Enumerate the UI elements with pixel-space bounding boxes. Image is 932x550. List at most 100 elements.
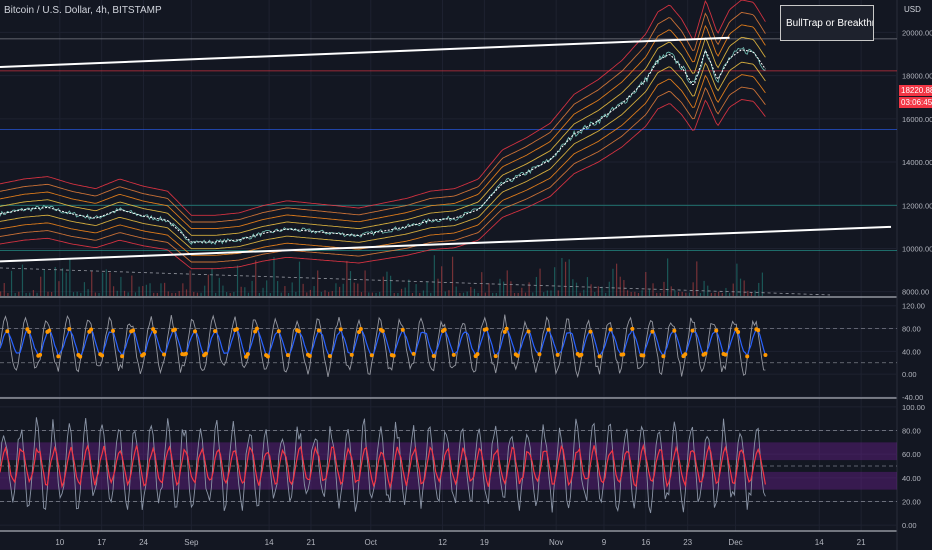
volume-bar	[127, 292, 129, 296]
x-tick-label: 16	[641, 538, 650, 547]
y-tick-label: 100.00	[902, 403, 925, 412]
volume-bar	[131, 275, 133, 296]
oscillator-marker	[597, 354, 602, 359]
volume-bar	[605, 292, 607, 296]
volume-bar	[91, 271, 93, 296]
volume-bar	[503, 281, 505, 296]
idea-title-box[interactable]: BullTrap or Breakthrough for Re	[780, 5, 874, 41]
volume-bar	[47, 291, 49, 296]
oscillator-marker	[475, 352, 480, 357]
rsi-panel[interactable]	[0, 417, 897, 514]
oscillator-panel[interactable]	[0, 314, 897, 379]
volume-bar	[386, 271, 388, 296]
currency-label[interactable]: USD	[904, 5, 921, 14]
oscillator-marker	[484, 327, 489, 332]
x-tick-label: 19	[480, 538, 489, 547]
volume-bar	[714, 292, 716, 296]
volume-bar	[240, 286, 242, 296]
volume-bar	[18, 291, 20, 296]
oscillator-marker	[285, 353, 290, 358]
volume-bar	[174, 292, 177, 296]
volume-bar	[10, 270, 13, 296]
volume-bar	[703, 280, 705, 296]
oscillator-marker	[338, 327, 343, 332]
oscillator-marker	[756, 328, 761, 333]
volume-bar	[495, 292, 497, 296]
volume-bar	[255, 260, 257, 296]
volume-bar	[426, 281, 428, 296]
volume-bar	[521, 287, 523, 296]
envelope-band	[0, 0, 766, 216]
y-tick-label: 120.00	[902, 302, 925, 311]
volume-bar	[648, 289, 651, 296]
oscillator-marker	[526, 329, 531, 334]
volume-bar	[404, 287, 406, 296]
volume-bar	[277, 281, 279, 296]
volume-bar	[298, 261, 301, 296]
volume-bar	[444, 291, 446, 296]
y-tick-label: 60.00	[902, 450, 921, 459]
volume-bar	[145, 284, 147, 296]
volume-bar	[506, 270, 508, 296]
y-tick-label: 18000.00	[902, 72, 932, 81]
axes: 101724Sep1421Oct1219Nov91623Dec142122000…	[55, 28, 932, 547]
price-panel[interactable]	[0, 0, 897, 296]
volume-bar	[626, 290, 629, 296]
trendline	[0, 36, 730, 68]
volume-bar	[189, 270, 191, 296]
x-tick-label: 14	[815, 538, 824, 547]
volume-bar	[346, 260, 348, 296]
oscillator-marker	[391, 353, 396, 358]
oscillator-marker	[316, 328, 321, 333]
volume-bar	[710, 292, 712, 296]
volume-bar	[462, 292, 465, 296]
volume-bar	[116, 290, 118, 296]
volume-bar	[718, 291, 720, 296]
volume-bar	[721, 292, 723, 296]
oscillator-fast-line	[0, 314, 766, 379]
oscillator-marker	[5, 329, 10, 334]
volume-bar	[459, 292, 461, 296]
volume-bar	[287, 292, 290, 296]
volume-bar	[258, 292, 260, 296]
volume-bar	[524, 292, 527, 296]
volume-bar	[185, 289, 188, 296]
volume-bar	[750, 292, 753, 296]
volume-bar	[652, 283, 654, 296]
oscillator-marker	[504, 326, 509, 331]
volume-bar	[273, 257, 275, 296]
volume-bar	[331, 291, 333, 296]
volume-bar	[586, 277, 589, 296]
volume-bar	[590, 284, 592, 296]
volume-bar	[244, 287, 246, 296]
volume-bar	[466, 291, 468, 296]
volume-bar	[236, 265, 239, 296]
volume-bar	[43, 269, 45, 296]
volume-bar	[102, 272, 104, 296]
volume-bar	[641, 290, 643, 296]
volume-bar	[167, 291, 169, 296]
oscillator-marker	[307, 354, 312, 359]
oscillator-marker	[736, 329, 741, 334]
oscillator-marker	[502, 329, 507, 334]
volume-bar	[123, 290, 126, 296]
x-tick-label: 24	[139, 538, 148, 547]
oscillator-marker	[357, 329, 362, 334]
volume-bar	[656, 292, 658, 296]
volume-bar	[419, 292, 421, 296]
volume-bar	[430, 292, 432, 296]
volume-bar	[732, 283, 734, 296]
oscillator-marker	[630, 326, 635, 331]
oscillator-marker	[276, 329, 281, 334]
oscillator-marker	[515, 353, 520, 358]
volume-bar	[528, 282, 530, 296]
volume-bar	[437, 278, 439, 296]
countdown-tag: 03:06:45	[899, 97, 932, 108]
volume-bar	[156, 292, 158, 296]
rsi-fast-line	[0, 417, 766, 514]
y-tick-label: 40.00	[902, 474, 921, 483]
volume-bar	[433, 255, 435, 296]
oscillator-marker	[442, 327, 447, 332]
oscillator-marker	[27, 329, 32, 334]
